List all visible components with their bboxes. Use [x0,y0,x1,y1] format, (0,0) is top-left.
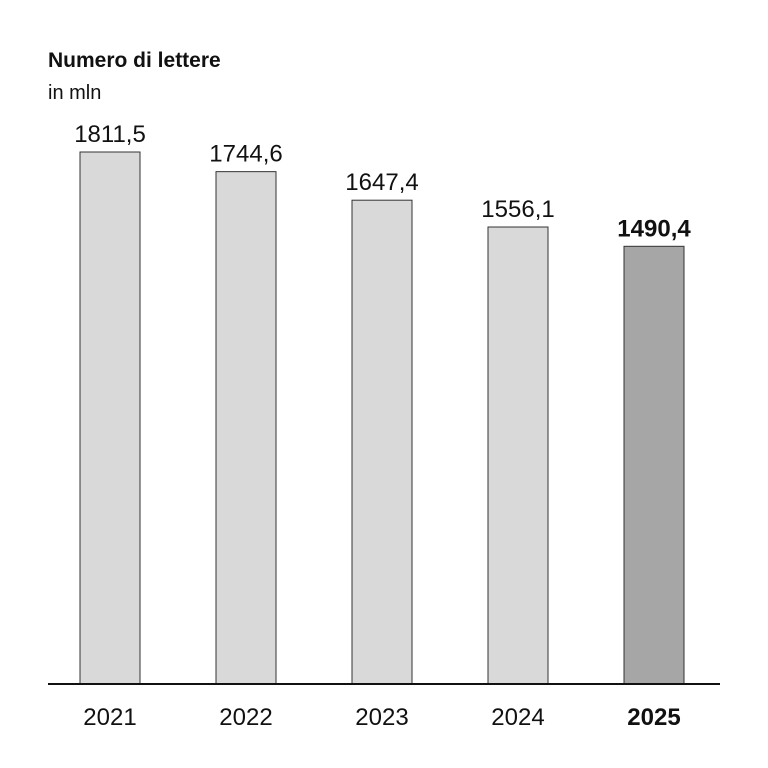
value-label: 1647,4 [345,169,418,196]
x-tick-label: 2022 [219,704,272,731]
bar [79,151,141,685]
value-label: 1811,5 [74,121,146,148]
bar [351,199,413,685]
value-label: 1556,1 [481,196,554,223]
bar [487,226,549,685]
chart-title: Numero di lettere [48,49,221,72]
chart-subtitle: in mln [48,82,101,104]
x-tick-label: 2023 [355,704,408,731]
bar [215,171,277,685]
value-label: 1490,4 [617,215,691,242]
value-label: 1744,6 [209,141,282,168]
bar [623,245,685,685]
x-tick-label: 2025 [627,704,680,731]
x-tick-label: 2024 [491,704,544,731]
x-tick-label: 2021 [83,704,136,731]
